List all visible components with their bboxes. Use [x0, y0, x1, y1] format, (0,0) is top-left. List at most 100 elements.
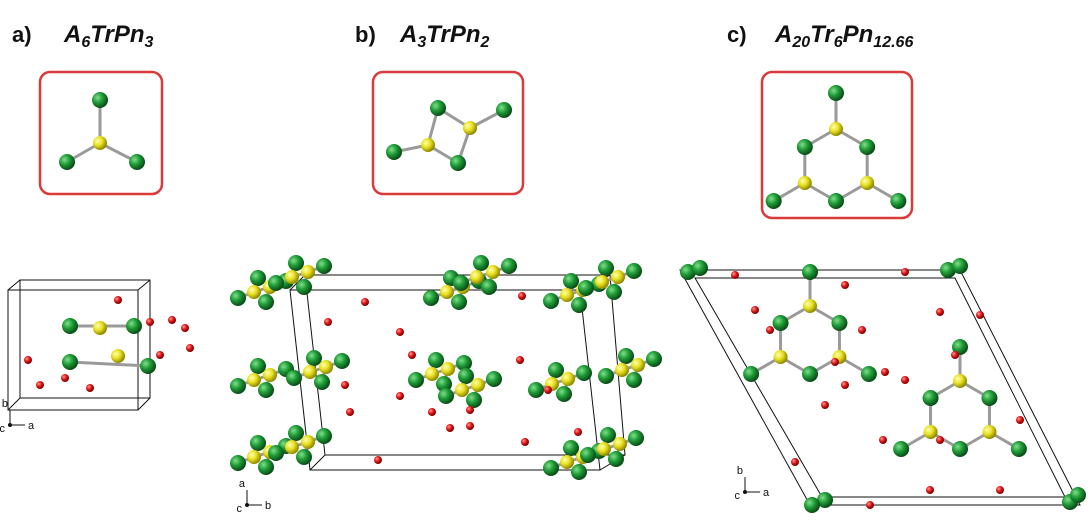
- green-atom: [890, 193, 906, 209]
- green-atom: [408, 372, 424, 388]
- formula-part: Pn: [843, 21, 874, 48]
- formula-part: 3: [144, 34, 153, 51]
- green-atom: [481, 279, 497, 295]
- red-atom: [791, 458, 799, 466]
- red-atom: [61, 374, 69, 382]
- red-atom: [466, 422, 474, 430]
- axis-label: b: [265, 500, 271, 512]
- yellow-atom: [560, 455, 574, 469]
- green-atom: [316, 258, 332, 274]
- green-atom: [250, 270, 266, 286]
- red-atom: [879, 436, 887, 444]
- red-atom: [976, 311, 984, 319]
- yellow-atom: [631, 358, 645, 372]
- green-atom: [288, 255, 304, 271]
- green-atom: [473, 255, 489, 271]
- red-atom: [936, 436, 944, 444]
- red-atom: [408, 351, 416, 359]
- yellow-atom: [285, 440, 299, 454]
- green-atom: [230, 378, 246, 394]
- yellow-atom: [93, 321, 107, 335]
- green-atom: [230, 455, 246, 471]
- green-atom: [598, 260, 614, 276]
- green-atom: [893, 441, 909, 457]
- red-atom: [24, 356, 32, 364]
- green-atom: [646, 351, 662, 367]
- yellow-atom: [611, 270, 625, 284]
- green-atom: [92, 92, 108, 108]
- panel-label: c): [727, 22, 747, 47]
- green-atom: [250, 358, 266, 374]
- green-atom: [288, 425, 304, 441]
- red-atom: [858, 326, 866, 334]
- green-atom: [334, 353, 350, 369]
- yellow-atom: [560, 288, 574, 302]
- red-atom: [516, 356, 524, 364]
- formula-part: TrPn: [426, 21, 480, 48]
- green-atom: [797, 139, 813, 155]
- formula-part: 6: [834, 34, 843, 51]
- red-atom: [544, 386, 552, 394]
- red-atom: [841, 281, 849, 289]
- yellow-atom: [247, 373, 261, 387]
- red-atom: [821, 401, 829, 409]
- red-atom: [831, 358, 839, 366]
- yellow-atom: [829, 122, 843, 136]
- green-atom: [258, 294, 274, 310]
- yellow-atom: [319, 360, 333, 374]
- formula-part: 12.66: [873, 34, 913, 51]
- green-atom: [450, 155, 466, 171]
- green-atom: [129, 154, 145, 170]
- yellow-atom: [860, 176, 874, 190]
- green-atom: [268, 445, 284, 461]
- yellow-atom: [421, 138, 435, 152]
- green-atom: [802, 264, 818, 280]
- green-atom: [258, 382, 274, 398]
- red-atom: [1016, 416, 1024, 424]
- green-atom: [578, 280, 594, 296]
- formula: A20Tr6Pn12.66: [774, 21, 913, 51]
- yellow-atom: [455, 383, 469, 397]
- red-atom: [361, 298, 369, 306]
- panel-label: b): [355, 22, 376, 47]
- red-atom: [936, 308, 944, 316]
- yellow-atom: [247, 450, 261, 464]
- green-atom: [598, 368, 614, 384]
- red-atom: [731, 271, 739, 279]
- yellow-atom: [486, 265, 500, 279]
- yellow-atom: [303, 365, 317, 379]
- green-atom: [828, 85, 844, 101]
- green-atom: [286, 370, 302, 386]
- red-atom: [881, 368, 889, 376]
- formula-part: 6: [81, 34, 90, 51]
- yellow-atom: [93, 136, 107, 150]
- green-atom: [268, 275, 284, 291]
- green-atom: [458, 368, 474, 384]
- green-atom: [140, 358, 156, 374]
- red-atom: [996, 486, 1004, 494]
- green-atom: [430, 100, 446, 116]
- yellow-atom: [803, 299, 817, 313]
- green-atom: [62, 318, 78, 334]
- green-atom: [423, 290, 439, 306]
- axis-label: c: [237, 503, 243, 515]
- yellow-atom: [774, 350, 788, 364]
- formula-part: TrPn: [90, 21, 144, 48]
- green-atom: [314, 374, 330, 390]
- red-atom: [466, 406, 474, 414]
- green-atom: [828, 193, 844, 209]
- green-atom: [230, 290, 246, 306]
- green-atom: [453, 275, 469, 291]
- green-atom: [59, 154, 75, 170]
- red-atom: [146, 318, 154, 326]
- green-atom: [501, 258, 517, 274]
- formula-part: 3: [417, 34, 426, 51]
- red-atom: [428, 408, 436, 416]
- green-atom: [804, 497, 820, 513]
- axis-origin: [743, 490, 747, 494]
- yellow-atom: [263, 368, 277, 382]
- red-atom: [841, 381, 849, 389]
- green-atom: [802, 366, 818, 382]
- formula-part: 2: [479, 34, 489, 51]
- green-atom: [692, 260, 708, 276]
